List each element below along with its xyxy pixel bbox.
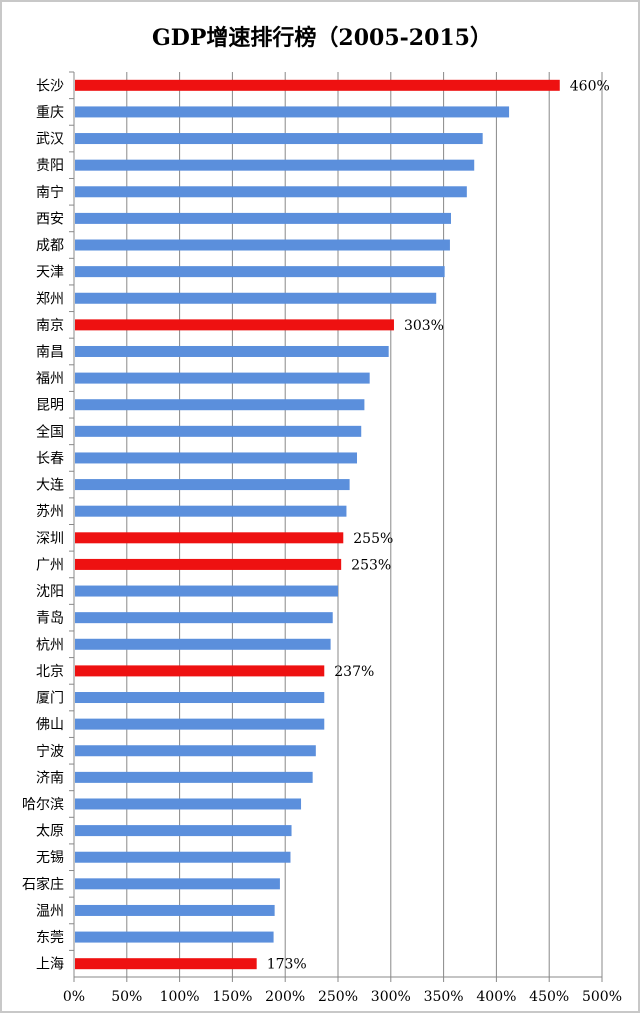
y-tick-label: 南京 (36, 318, 64, 334)
y-tick-label: 广州 (36, 557, 64, 573)
bar (75, 851, 291, 863)
y-tick-label: 成都 (36, 238, 64, 254)
bar (75, 825, 292, 837)
y-tick-label: 北京 (36, 664, 64, 680)
bar (75, 718, 325, 730)
y-tick-label: 南宁 (36, 184, 64, 201)
bar (75, 399, 365, 411)
y-tick-label: 南昌 (36, 344, 64, 360)
data-label: 460% (570, 78, 610, 94)
bar (75, 505, 347, 517)
y-tick-label: 太原 (36, 824, 64, 840)
data-label: 303% (404, 318, 444, 334)
y-tick-label: 大连 (36, 478, 64, 494)
y-tick-label: 郑州 (36, 291, 64, 307)
y-tick-label: 厦门 (36, 691, 64, 707)
bar (75, 479, 350, 491)
y-tick-label: 西安 (36, 211, 64, 227)
bar (75, 745, 316, 757)
x-tick-label: 400% (476, 989, 516, 1005)
bar (75, 345, 389, 357)
bar (75, 79, 560, 91)
y-tick-label: 青岛 (36, 611, 64, 627)
y-tick-label: 全国 (36, 423, 64, 440)
y-tick-label: 佛山 (36, 717, 64, 733)
y-tick-label: 上海 (36, 957, 64, 973)
y-tick-label: 天津 (36, 265, 64, 281)
x-tick-label: 200% (265, 989, 305, 1005)
y-tick-label: 重庆 (36, 105, 64, 121)
y-tick-label: 昆明 (36, 398, 64, 414)
bar (75, 585, 338, 597)
x-tick-label: 150% (212, 989, 252, 1005)
bar (75, 904, 275, 916)
bar (75, 292, 437, 304)
bar (75, 638, 331, 650)
bar (75, 425, 362, 437)
bar (75, 133, 483, 145)
chart-title: GDP增速排行榜（2005-2015） (151, 25, 492, 51)
y-tick-label: 济南 (36, 770, 64, 786)
x-tick-label: 50% (111, 989, 142, 1005)
bar (75, 266, 445, 278)
x-tick-label: 250% (318, 989, 358, 1005)
bar (75, 931, 274, 943)
bar (75, 665, 325, 677)
bar (75, 958, 257, 970)
bar (75, 798, 302, 810)
bar (75, 186, 467, 198)
x-tick-label: 300% (371, 989, 411, 1005)
bar (75, 612, 333, 624)
bar (75, 212, 451, 224)
data-label: 253% (351, 557, 391, 573)
bar (75, 372, 370, 384)
x-tick-label: 100% (160, 989, 200, 1005)
y-tick-label: 福州 (36, 371, 64, 387)
bar (75, 452, 358, 464)
y-tick-label: 长春 (36, 451, 64, 467)
y-tick-label: 杭州 (36, 637, 64, 653)
y-tick-label: 温州 (36, 903, 64, 919)
y-tick-label: 哈尔滨 (22, 797, 64, 813)
bar (75, 532, 344, 544)
y-tick-label: 贵阳 (36, 158, 64, 174)
y-tick-label: 无锡 (36, 850, 64, 866)
y-tick-label: 东莞 (36, 930, 64, 946)
bar (75, 771, 313, 783)
data-label: 173% (267, 957, 307, 973)
x-tick-label: 0% (63, 989, 85, 1005)
bar (75, 558, 342, 570)
y-tick-label: 武汉 (36, 132, 64, 148)
data-label: 255% (353, 531, 393, 547)
bar (75, 106, 510, 118)
y-tick-label: 石家庄 (22, 876, 64, 893)
y-tick-label: 苏州 (36, 504, 64, 520)
bar (75, 319, 394, 331)
bar (75, 159, 475, 171)
x-tick-label: 500% (582, 989, 622, 1005)
y-tick-label: 长沙 (36, 78, 64, 94)
x-tick-label: 450% (529, 989, 569, 1005)
bar (75, 239, 450, 251)
data-label: 237% (334, 664, 374, 680)
y-tick-label: 深圳 (36, 531, 64, 547)
bar (75, 878, 280, 890)
bar (75, 692, 325, 704)
y-tick-label: 沈阳 (36, 584, 64, 600)
y-tick-label: 宁波 (36, 743, 64, 760)
x-tick-label: 350% (424, 989, 464, 1005)
